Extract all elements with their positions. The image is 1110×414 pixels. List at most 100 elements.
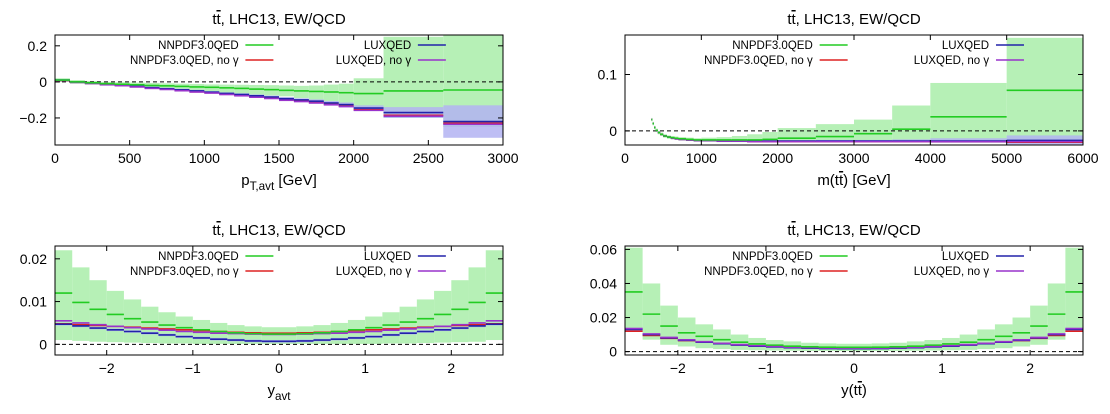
band-0-bin-3 [677, 317, 696, 347]
x-axis-label-sub-part: avt [275, 390, 291, 403]
y-tick-label: 0.06 [590, 241, 617, 257]
band-0-bin-1 [72, 267, 90, 341]
chart-title-part: t [787, 11, 792, 28]
chart-title-part: t [212, 222, 217, 239]
band-0-bin-24 [1047, 283, 1066, 340]
chart-title-rest-part: , LHC13, EW/QCD [796, 11, 921, 28]
band-0-bin-15 [731, 135, 748, 143]
band-0-bin-14 [296, 326, 314, 344]
x-tick-label: 2500 [413, 150, 444, 166]
x-tick-label: −2 [99, 360, 115, 376]
band-0-bin-23 [1030, 305, 1048, 345]
band-0-bin-17 [308, 85, 324, 100]
x-axis-label-bar-part: t [839, 172, 844, 189]
x-tick-label: 2 [447, 360, 455, 376]
x-tick-label: 0 [51, 150, 59, 166]
x-tick-label: 3000 [838, 150, 869, 166]
x-tick-label: 5000 [991, 150, 1022, 166]
x-axis-label-rest-part: ) [GeV] [843, 172, 891, 189]
chart-title: tt, LHC13, EW/QCD [212, 222, 346, 239]
band-0-bin-17 [762, 132, 778, 143]
band-0-bin-22 [434, 290, 452, 343]
x-axis-label-bar-part: t [858, 382, 863, 399]
chart-panel-1: 0 500 1000 1500 2000 2500 3000 −0.2 0 0.2 tt, LHC1… [19, 11, 518, 193]
legend-label-0: NNPDF3.0QED [158, 40, 239, 52]
legend-label-3: LUXQED, no γ [336, 266, 412, 278]
x-axis-label-part: m(t [817, 172, 839, 189]
legend-label-3: LUXQED, no γ [336, 55, 412, 67]
band-0-bin-23 [451, 280, 469, 343]
legend-label-1: NNPDF3.0QED, no γ [130, 266, 239, 278]
x-tick-label: 1500 [263, 150, 294, 166]
legend-label-1: NNPDF3.0QED, no γ [704, 266, 813, 278]
chart-title-part: t [212, 11, 217, 28]
chart-title-rest-part: , LHC13, EW/QCD [221, 222, 346, 239]
x-tick-label: −2 [670, 360, 686, 376]
x-axis-label-part: y [267, 382, 275, 399]
legend-label-0: NNPDF3.0QED [158, 251, 239, 263]
x-axis-label: pT,avt [GeV] [241, 172, 317, 193]
band-0-bin-19 [815, 124, 854, 143]
chart-title-part: t [787, 222, 792, 239]
chart-title: tt, LHC13, EW/QCD [787, 11, 921, 28]
x-tick-label: 500 [118, 150, 142, 166]
chart-title: tt, LHC13, EW/QCD [212, 11, 346, 28]
x-tick-label: 0 [621, 150, 629, 166]
band-0-bin-21 [892, 105, 931, 143]
chart-title-bar-part: t [216, 11, 221, 28]
band-0-bin-3 [106, 290, 124, 343]
band-0-bin-21 [416, 299, 435, 344]
chart-title-rest-part: , LHC13, EW/QCD [796, 222, 921, 239]
x-tick-label: 2000 [338, 150, 369, 166]
x-axis-label-part: y(t [841, 382, 858, 399]
legend-label-1: NNPDF3.0QED, no γ [130, 55, 239, 67]
legend-label-2: LUXQED [942, 251, 989, 263]
x-axis-label: m(tt) [GeV] [817, 172, 890, 189]
plot-area [55, 250, 503, 345]
x-tick-label: 3000 [487, 150, 518, 166]
x-tick-label: −1 [185, 360, 201, 376]
band-0-bin-22 [1012, 317, 1031, 347]
x-tick-label: 1000 [686, 150, 717, 166]
x-tick-label: 6000 [1067, 150, 1098, 166]
x-axis-label: yavt [267, 382, 291, 403]
y-tick-label: 0 [609, 344, 617, 360]
x-tick-label: 1 [938, 360, 946, 376]
y-tick-label: 0.04 [590, 275, 617, 291]
chart-title-bar-part: t [216, 222, 221, 239]
band-0-bin-2 [89, 280, 107, 342]
x-axis-label-rest-part: [GeV] [274, 172, 317, 189]
chart-panel-3: −2 −1 0 1 2 0 0.01 0.02 tt, LHC13, EW/QCD yavt NNP… [20, 222, 504, 403]
x-axis-label-sub-part: T,avt [250, 180, 275, 193]
plot-area [625, 247, 1083, 353]
y-tick-label: 0 [39, 74, 47, 90]
chart-title-bar-part: t [791, 222, 796, 239]
band-0-bin-18 [777, 128, 816, 143]
band-0-bin-6 [158, 312, 176, 344]
band-0-bin-21 [383, 36, 444, 118]
legend-label-2: LUXQED [364, 40, 411, 52]
band-0-bin-13 [279, 327, 297, 344]
band-0-bin-11 [219, 84, 235, 93]
y-tick-label: 0.02 [20, 251, 47, 267]
y-tick-label: −0.2 [19, 110, 47, 126]
band-0-bin-19 [382, 312, 400, 344]
band-0-bin-24 [468, 267, 486, 342]
band-0-bin-25 [485, 250, 503, 341]
x-tick-label: 0 [275, 360, 283, 376]
band-0-bin-10 [204, 84, 220, 92]
y-tick-label: 0 [609, 123, 617, 139]
legend-label-0: NNPDF3.0QED [732, 251, 813, 263]
band-0-bin-2 [660, 305, 678, 345]
x-tick-label: −1 [758, 360, 774, 376]
legend-label-3: LUXQED, no γ [914, 266, 990, 278]
legend-label-2: LUXQED [942, 40, 989, 52]
y-tick-label: 0.02 [590, 310, 617, 326]
y-tick-label: 0.2 [28, 38, 48, 54]
band-0-bin-1 [642, 283, 661, 340]
band-0-bin-12 [234, 84, 250, 94]
x-tick-label: 1000 [189, 150, 220, 166]
band-0-bin-11 [244, 326, 262, 344]
